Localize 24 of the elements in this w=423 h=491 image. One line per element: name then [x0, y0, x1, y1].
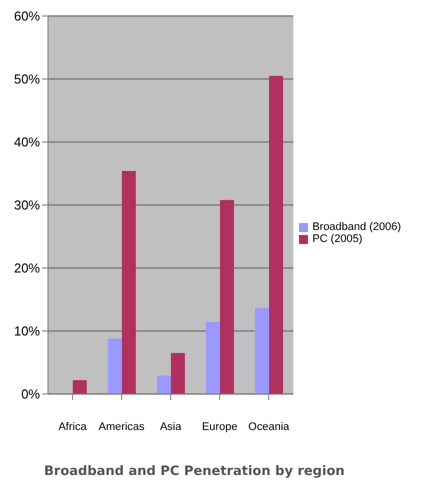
y-tick-label: 10%: [14, 324, 40, 339]
bar: [255, 308, 270, 394]
bar: [156, 376, 171, 394]
bar: [108, 338, 122, 394]
legend-label: Broadband (2006): [312, 221, 401, 233]
bar: [206, 322, 220, 394]
bar: [72, 380, 87, 394]
y-tick-label: 20%: [14, 260, 40, 276]
x-tick-label: Africa: [58, 420, 88, 433]
x-tick-label: Asia: [160, 420, 182, 433]
y-tick-label: 30%: [14, 198, 40, 213]
bar: [122, 170, 136, 394]
text: Broadband and PC Penetration by region: [44, 464, 346, 479]
y-tick-label: 0%: [21, 386, 40, 402]
x-tick-label: Americas: [98, 420, 146, 433]
legend-label: PC (2005): [312, 233, 362, 245]
x-tick-label: Europe: [202, 420, 238, 433]
bar: [170, 353, 185, 394]
y-tick-label: 50%: [14, 72, 40, 87]
bar: [220, 200, 234, 394]
x-tick-label: Oceania: [248, 420, 290, 433]
bar: [269, 76, 284, 394]
y-tick-label: 40%: [14, 134, 40, 150]
y-tick-label: 60%: [14, 8, 40, 24]
